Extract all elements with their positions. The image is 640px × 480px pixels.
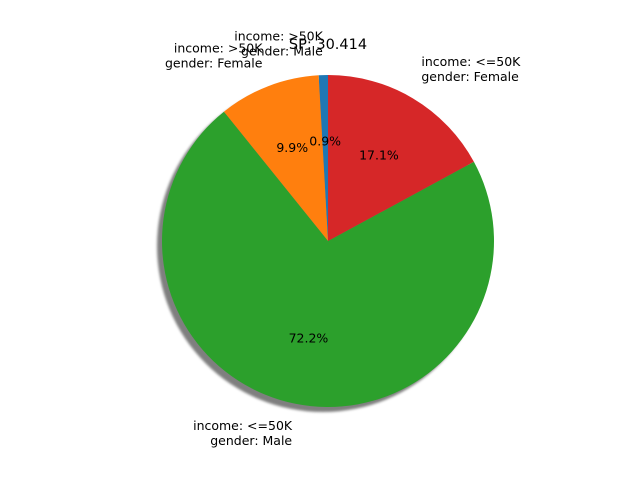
pie-slice-1	[223, 75, 328, 241]
pie-slice-0	[318, 75, 328, 241]
slice-label-line: gender: Female	[165, 56, 263, 71]
slice-label-line: income: >50K	[174, 41, 263, 56]
slice-label-2: income: <=50K gender: Male	[193, 418, 293, 448]
pie-slice-3	[328, 75, 474, 241]
slice-percent-label-2: 72.2%	[289, 331, 329, 346]
slice-label-line: gender: Female	[421, 69, 519, 84]
slice-label-3: income: <=50K gender: Female	[421, 54, 521, 84]
chart-title: SP: 30.414	[289, 37, 367, 53]
pie-slice-2	[162, 111, 494, 407]
slice-label-line: income: >50K	[234, 28, 323, 43]
slice-label-line: income: <=50K	[421, 54, 521, 69]
slice-label-line: gender: Male	[241, 43, 323, 58]
slice-label-0: income: >50K gender: Male	[234, 28, 323, 58]
slice-percent-label-3: 17.1%	[359, 147, 399, 162]
percent-labels: 0.9%9.9% 72.2% 17.1%	[276, 133, 399, 345]
slice-label-line: income: <=50K	[193, 418, 293, 433]
slice-label-1: income: >50K gender: Female	[165, 41, 263, 71]
slice-percent-label-1: 9.9%	[276, 140, 308, 155]
pie-slices	[162, 75, 494, 407]
slice-label-line: gender: Male	[210, 433, 292, 448]
slice-percent-label-0: 0.9%	[309, 133, 341, 148]
